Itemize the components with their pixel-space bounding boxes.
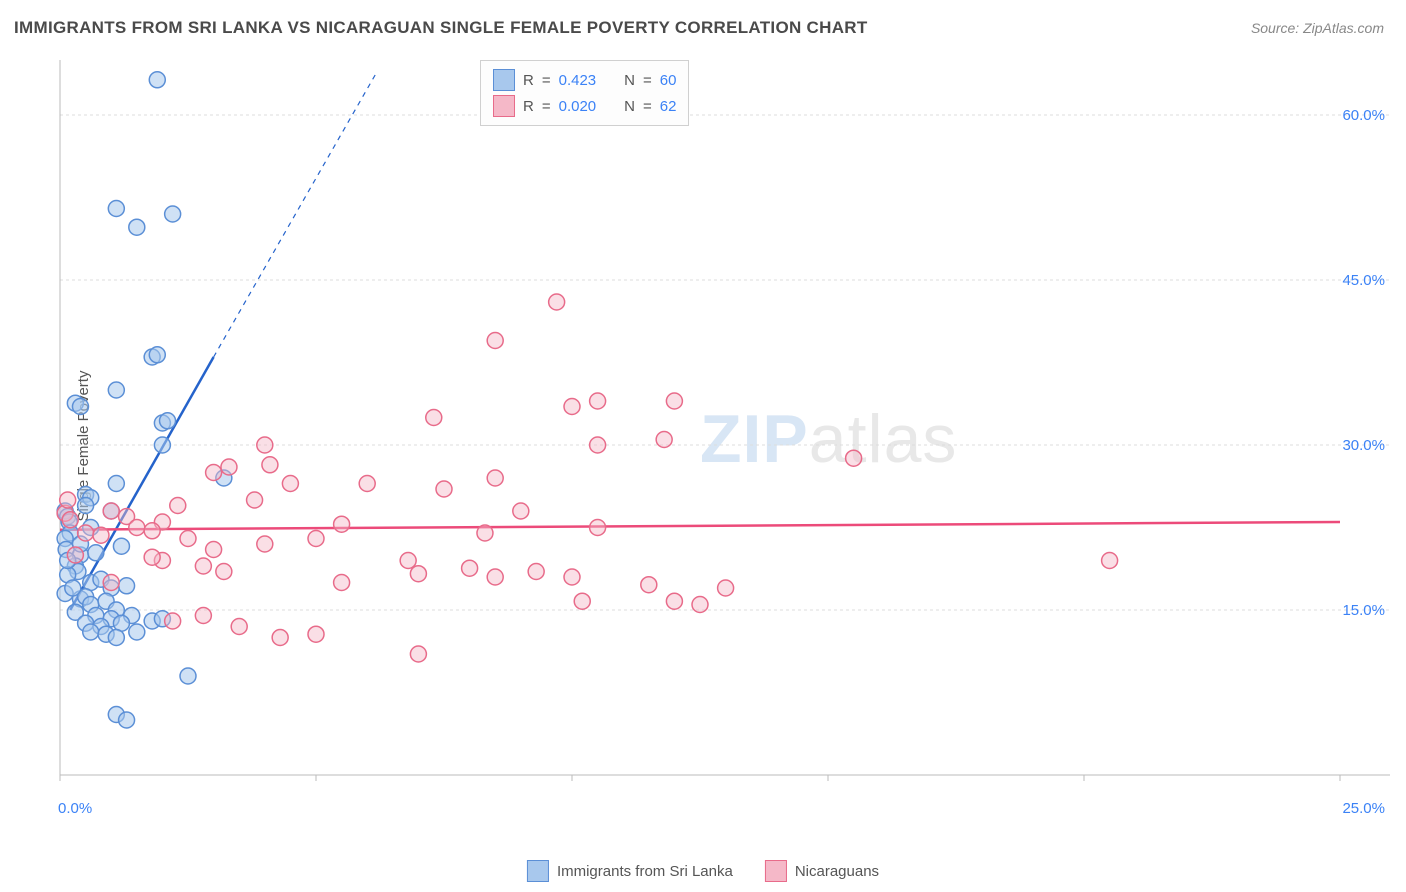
stat-n-label: N [624,72,635,89]
svg-text:60.0%: 60.0% [1342,107,1385,124]
svg-text:25.0%: 25.0% [1342,800,1385,815]
chart-title: IMMIGRANTS FROM SRI LANKA VS NICARAGUAN … [14,18,868,38]
stat-n-value-1: 60 [660,72,677,89]
source-label: Source: ZipAtlas.com [1251,20,1384,36]
stat-r-label2: R [523,98,534,115]
swatch-bottom-2 [765,860,787,882]
bottom-legend-item-2: Nicaraguans [765,860,879,882]
swatch-series-1 [493,69,515,91]
legend-stats-row-1: R = 0.423 N = 60 [493,67,676,93]
svg-text:15.0%: 15.0% [1342,602,1385,619]
chart-container: IMMIGRANTS FROM SRI LANKA VS NICARAGUAN … [0,0,1406,892]
stat-r-value-1: 0.423 [559,72,597,89]
stat-r-label: R [523,72,534,89]
stat-eq: = [542,72,551,89]
bottom-legend: Immigrants from Sri Lanka Nicaraguans [527,860,879,882]
svg-text:30.0%: 30.0% [1342,437,1385,454]
stat-n-value-2: 62 [660,98,677,115]
svg-text:45.0%: 45.0% [1342,272,1385,289]
stat-eq4: = [643,98,652,115]
bottom-legend-label-2: Nicaraguans [795,863,879,880]
legend-stats-row-2: R = 0.020 N = 62 [493,93,676,119]
stat-eq2: = [643,72,652,89]
bottom-legend-label-1: Immigrants from Sri Lanka [557,863,733,880]
swatch-series-2 [493,95,515,117]
stat-r-value-2: 0.020 [559,98,597,115]
stat-eq3: = [542,98,551,115]
bottom-legend-item-1: Immigrants from Sri Lanka [527,860,733,882]
swatch-bottom-1 [527,860,549,882]
scatter-chart-svg: 15.0% 30.0% 45.0% 60.0% 0.0% 25.0% [50,55,1390,815]
legend-stats-box: R = 0.423 N = 60 R = 0.020 N = 62 [480,60,689,126]
chart-area: 15.0% 30.0% 45.0% 60.0% 0.0% 25.0% [50,55,1390,815]
svg-text:0.0%: 0.0% [58,800,92,815]
stat-n-label2: N [624,98,635,115]
